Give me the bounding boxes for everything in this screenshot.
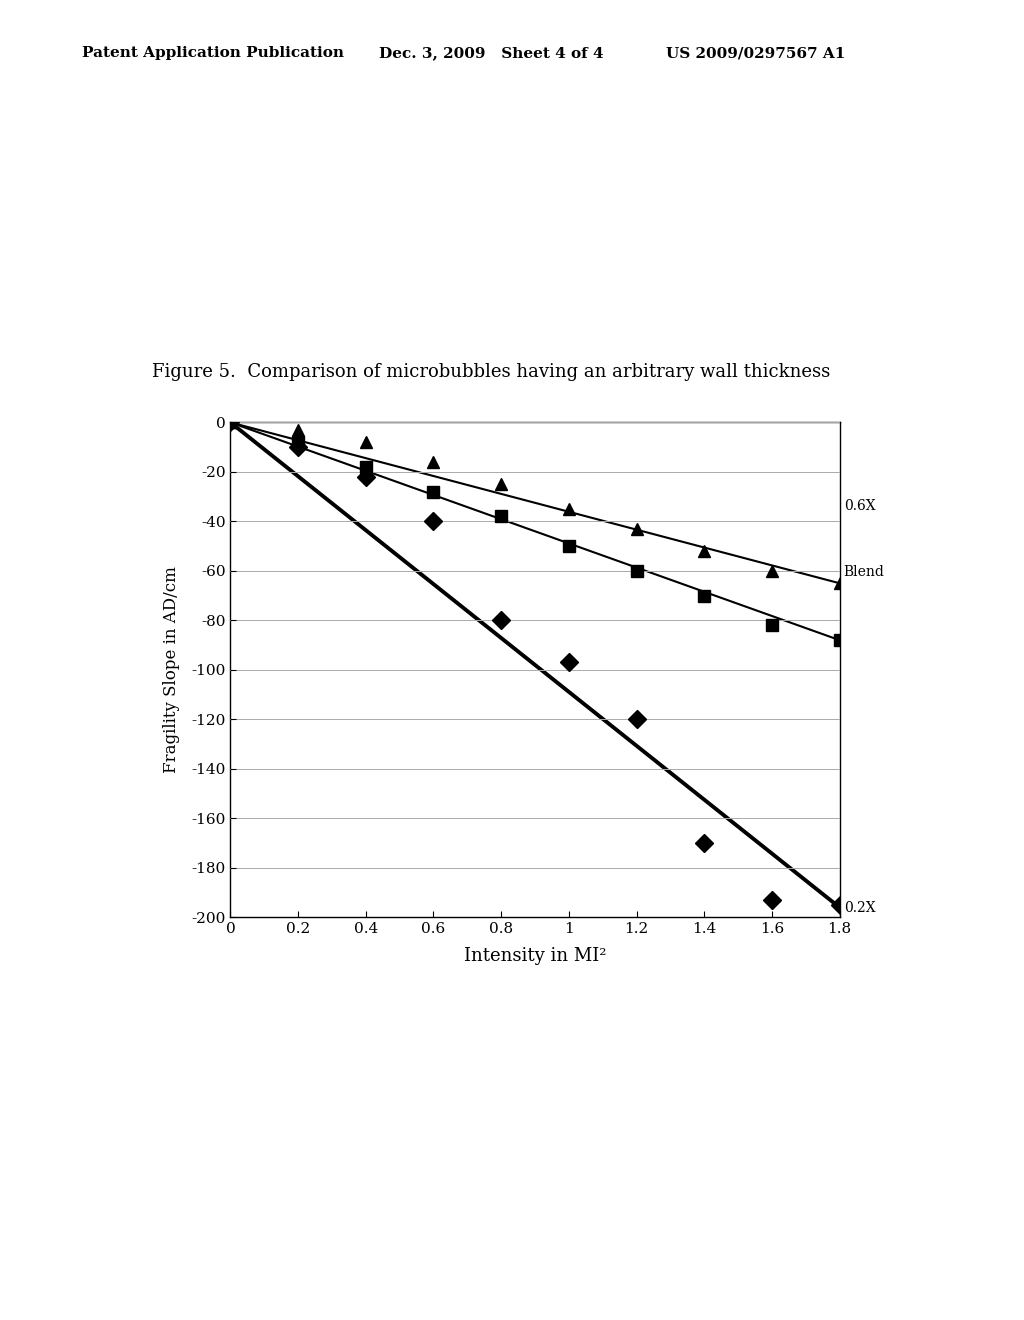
Text: Figure 5.  Comparison of microbubbles having an arbitrary wall thickness: Figure 5. Comparison of microbubbles hav… [152,363,829,381]
Y-axis label: Fragility Slope in AD/cm: Fragility Slope in AD/cm [163,566,180,774]
X-axis label: Intensity in MI²: Intensity in MI² [464,948,606,965]
Text: Patent Application Publication: Patent Application Publication [82,46,344,61]
Text: 0.6X: 0.6X [844,499,876,512]
Text: 0.2X: 0.2X [844,902,876,915]
Text: US 2009/0297567 A1: US 2009/0297567 A1 [666,46,845,61]
Text: Blend: Blend [844,565,885,578]
Text: Dec. 3, 2009   Sheet 4 of 4: Dec. 3, 2009 Sheet 4 of 4 [379,46,603,61]
